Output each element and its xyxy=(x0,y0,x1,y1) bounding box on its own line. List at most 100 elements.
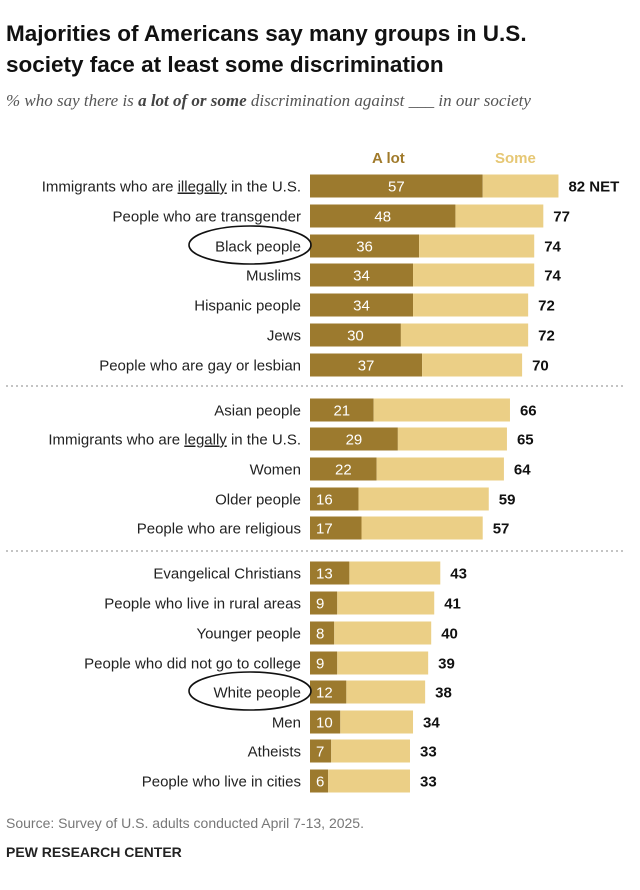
category-label: White people xyxy=(213,685,301,702)
category-label: Hispanic people xyxy=(194,298,301,315)
bar-a-lot xyxy=(310,174,483,198)
category-label: Women xyxy=(250,462,301,479)
highlight-circle xyxy=(188,671,312,711)
a-lot-value-label: 37 xyxy=(358,358,375,375)
bar-a-lot xyxy=(310,591,338,615)
a-lot-value-label: 6 xyxy=(316,774,324,791)
bar-a-lot xyxy=(310,769,329,793)
a-lot-value-label: 21 xyxy=(333,403,350,420)
category-label: Black people xyxy=(215,239,301,256)
net-value-label: 34 xyxy=(423,715,440,732)
bar-a-lot xyxy=(310,621,335,645)
legend-some: Some xyxy=(495,150,536,167)
bar-some xyxy=(358,487,489,511)
bar-a-lot xyxy=(310,353,423,377)
net-value-label: 57 xyxy=(493,521,510,538)
a-lot-value-label: 12 xyxy=(316,685,333,702)
bar-a-lot xyxy=(310,323,401,347)
bar-some xyxy=(373,398,510,422)
category-label: People who are transgender xyxy=(113,209,301,226)
bar-a-lot xyxy=(310,427,398,451)
bar-a-lot xyxy=(310,739,332,763)
category-label: Men xyxy=(272,715,301,732)
a-lot-value-label: 22 xyxy=(335,462,352,479)
net-value-label: 82 NET xyxy=(568,179,619,196)
category-label: People who did not go to college xyxy=(84,656,301,673)
net-value-label: 72 xyxy=(538,328,555,345)
title-line-1: Majorities of Americans say many groups … xyxy=(6,21,527,46)
net-value-label: 33 xyxy=(420,744,437,761)
category-label: Muslims xyxy=(246,268,301,285)
bar-some xyxy=(419,234,535,258)
category-label: People who live in rural areas xyxy=(104,596,301,613)
bar-a-lot xyxy=(310,398,374,422)
bar-a-lot xyxy=(310,516,362,540)
net-value-label: 40 xyxy=(441,626,458,643)
bar-some xyxy=(349,561,441,585)
a-lot-value-label: 57 xyxy=(388,179,405,196)
bar-some xyxy=(337,651,429,675)
a-lot-value-label: 48 xyxy=(374,209,391,226)
title-line-2: society face at least some discriminatio… xyxy=(6,52,444,77)
category-label: Evangelical Christians xyxy=(153,566,301,583)
net-value-label: 72 xyxy=(538,298,555,315)
source-note: Source: Survey of U.S. adults conducted … xyxy=(6,815,364,831)
bar-a-lot xyxy=(310,234,420,258)
net-value-label: 70 xyxy=(532,358,549,375)
bar-some xyxy=(340,710,414,734)
a-lot-value-label: 13 xyxy=(316,566,333,583)
bar-a-lot xyxy=(310,487,359,511)
a-lot-value-label: 34 xyxy=(353,298,370,315)
a-lot-value-label: 30 xyxy=(347,328,364,345)
category-label: Older people xyxy=(215,492,301,509)
net-value-label: 59 xyxy=(499,492,516,509)
pew-footer: PEW RESEARCH CENTER xyxy=(6,844,182,860)
bar-some xyxy=(413,293,529,317)
net-value-label: 65 xyxy=(517,432,534,449)
a-lot-value-label: 10 xyxy=(316,715,333,732)
bar-some xyxy=(331,739,410,763)
a-lot-value-label: 29 xyxy=(346,432,363,449)
category-label: Immigrants who are illegally in the U.S. xyxy=(42,179,301,196)
bar-a-lot xyxy=(310,263,414,287)
net-value-label: 64 xyxy=(514,462,531,479)
a-lot-value-label: 9 xyxy=(316,596,324,613)
subtitle-post: discrimination against ___ in our societ… xyxy=(246,91,531,110)
category-label: People who are gay or lesbian xyxy=(99,358,301,375)
bar-a-lot xyxy=(310,561,350,585)
net-value-label: 38 xyxy=(435,685,452,702)
bar-a-lot xyxy=(310,651,338,675)
net-value-label: 43 xyxy=(450,566,467,583)
bar-some xyxy=(400,323,529,347)
a-lot-value-label: 8 xyxy=(316,626,324,643)
category-label: People who live in cities xyxy=(142,774,301,791)
net-value-label: 39 xyxy=(438,656,455,673)
a-lot-value-label: 17 xyxy=(316,521,333,538)
a-lot-value-label: 16 xyxy=(316,492,333,509)
bar-some xyxy=(337,591,435,615)
net-value-label: 33 xyxy=(420,774,437,791)
bar-some xyxy=(422,353,523,377)
category-label: Jews xyxy=(267,328,301,345)
a-lot-value-label: 34 xyxy=(353,268,370,285)
bar-a-lot xyxy=(310,293,414,317)
legend-a-lot: A lot xyxy=(372,150,405,167)
a-lot-value-label: 7 xyxy=(316,744,324,761)
bar-a-lot xyxy=(310,710,341,734)
chart-subtitle: % who say there is a lot of or some disc… xyxy=(6,88,606,113)
net-value-label: 41 xyxy=(444,596,461,613)
subtitle-bold: a lot of or some xyxy=(138,91,247,110)
bar-a-lot xyxy=(310,457,377,481)
bar-some xyxy=(413,263,535,287)
category-label: Asian people xyxy=(214,403,301,420)
bar-a-lot xyxy=(310,680,347,704)
bar-some xyxy=(334,621,432,645)
net-value-label: 74 xyxy=(544,268,561,285)
bar-some xyxy=(455,204,544,228)
category-label: Younger people xyxy=(196,626,301,643)
bar-some xyxy=(376,457,504,481)
a-lot-value-label: 36 xyxy=(356,239,373,256)
bar-some xyxy=(346,680,426,704)
bar-some xyxy=(361,516,483,540)
